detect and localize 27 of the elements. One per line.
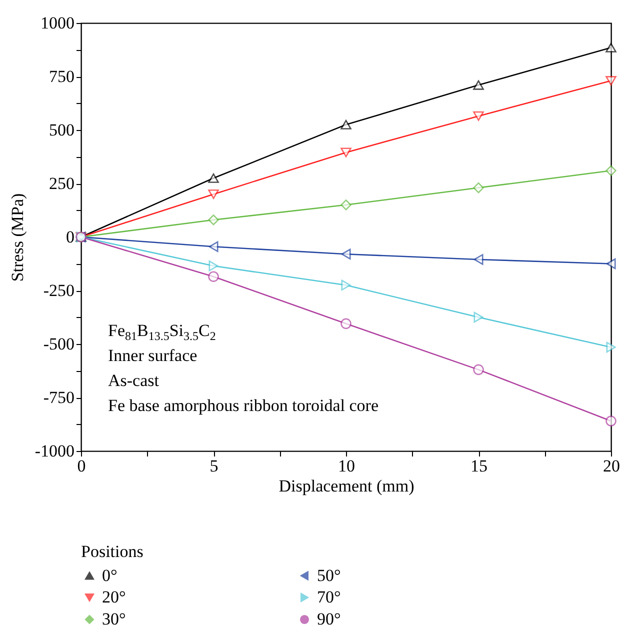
legend-label: 50° [317, 566, 341, 585]
x-tick-label: 20 [603, 456, 620, 476]
y-tick-label: -250 [43, 281, 74, 300]
y-tick-label: 0 [66, 228, 74, 246]
y-tick-label: -1000 [34, 442, 74, 460]
legend-label: 30° [102, 610, 126, 628]
y-tick-label: -500 [43, 334, 74, 354]
y-axis-title: Stress (MPa) [8, 193, 27, 282]
annotation: Fe base amorphous ribbon toroidal core [108, 395, 379, 417]
y-tick-label: 750 [49, 67, 74, 86]
annotation: Inner surface [108, 345, 198, 367]
x-tick-label: 5 [210, 456, 218, 476]
x-axis-title: Displacement (mm) [278, 476, 414, 496]
y-tick-label: -750 [43, 388, 74, 407]
y-tick-label: 1000 [40, 14, 74, 32]
x-tick-label: 15 [470, 456, 488, 476]
annotation: As-cast [108, 370, 160, 392]
legend-title: Positions [81, 542, 144, 561]
y-tick-label: 500 [49, 120, 74, 140]
x-tick-label: 10 [338, 456, 355, 476]
legend-label: 90° [317, 610, 341, 628]
legend-label: 0° [102, 566, 118, 585]
legend-label: 20° [102, 588, 126, 606]
annotation: Fe$_{81}$B$_{13.5}$Si$_{3.5}$C$_{2}$ [108, 320, 217, 343]
y-tick-label: 250 [49, 174, 74, 193]
legend-label: 70° [317, 588, 341, 606]
x-tick-label: 0 [77, 456, 86, 476]
